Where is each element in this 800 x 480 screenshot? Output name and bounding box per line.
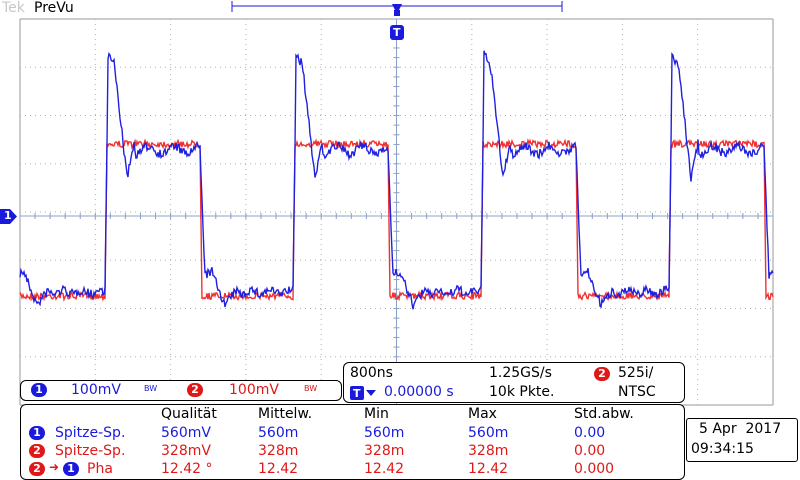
channel-1-bw-limit: BW <box>144 384 158 393</box>
row-3-target-badge: 1 <box>63 462 79 476</box>
channel-1-waveform <box>19 50 774 310</box>
trigger-delay-icon: T <box>350 385 376 400</box>
channel-1-scale[interactable]: 100mV <box>71 382 121 398</box>
row-1-mean: 560m <box>258 425 299 441</box>
row-1-stddev: 0.00 <box>574 425 606 441</box>
channel-2-badge[interactable]: 2 <box>187 383 203 397</box>
channel-scale-panel: 1 100mV BW 2 100mV BW <box>20 380 342 401</box>
row-3-mean: 12.42 <box>258 461 299 477</box>
channel-2-scale[interactable]: 100mV <box>229 382 279 398</box>
column-header-max: Max <box>468 406 497 422</box>
row-2-source-badge: 2 <box>29 444 45 458</box>
row-2-label[interactable]: Spitze-Sp. <box>55 443 126 459</box>
row-2-value: 328mV <box>161 443 211 459</box>
channel-1-badge[interactable]: 1 <box>31 383 47 397</box>
trigger-arrow-icon <box>390 4 404 40</box>
row-3-min: 12.42 <box>364 461 405 477</box>
timebase-panel: 800ns 1.25GS/s 2 525i/ T 0.00000 s 10k P… <box>343 362 685 403</box>
trigger-marker-label: T <box>393 26 401 39</box>
row-3-source-badge: 2 <box>29 462 45 476</box>
trigger-source-badge[interactable]: 2 <box>594 367 610 381</box>
acquisition-status: PreVu <box>34 0 74 16</box>
row-1-label[interactable]: Spitze-Sp. <box>55 425 126 441</box>
datetime-panel: 5 Apr 2017 09:34:15 <box>686 418 798 462</box>
graticule <box>19 18 774 406</box>
video-standard: NTSC <box>618 384 656 400</box>
row-1-source-badge: 1 <box>29 426 45 440</box>
channel-2-bw-limit: BW <box>304 384 318 393</box>
row-1-min: 560m <box>364 425 405 441</box>
record-length: 10k Pkte. <box>489 384 555 400</box>
row-3-max: 12.42 <box>468 461 509 477</box>
time-per-division[interactable]: 800ns <box>350 365 393 381</box>
row-2-max: 328m <box>468 443 509 459</box>
channel-2-waveform <box>19 137 774 303</box>
brand-logo: Tek <box>2 0 25 16</box>
column-header-min: Min <box>364 406 389 422</box>
row-3-value: 12.42 ° <box>161 461 213 477</box>
ref-arrow-icon <box>0 209 17 224</box>
trigger-position-marker[interactable]: T <box>389 2 405 40</box>
row-2-min: 328m <box>364 443 405 459</box>
row-1-max: 560m <box>468 425 509 441</box>
trigger-delay[interactable]: 0.00000 s <box>384 384 454 400</box>
measurement-table: Qualität Mittelw. Min Max Std.abw. 1 Spi… <box>20 404 685 480</box>
channel-1-reference-marker[interactable]: 1 <box>0 209 18 224</box>
column-header-value: Qualität <box>161 406 217 422</box>
row-1-value: 560mV <box>161 425 211 441</box>
column-header-stddev: Std.abw. <box>574 406 634 422</box>
row-3-stddev: 0.000 <box>574 461 615 477</box>
svg-text:T: T <box>353 387 361 400</box>
row-2-stddev: 0.00 <box>574 443 606 459</box>
sample-rate: 1.25GS/s <box>489 365 552 381</box>
row-2-mean: 328m <box>258 443 299 459</box>
date-display: 5 Apr 2017 <box>699 421 782 437</box>
time-display: 09:34:15 <box>691 441 754 457</box>
column-header-mean: Mittelw. <box>258 406 313 422</box>
row-3-label[interactable]: Pha <box>87 461 113 477</box>
arrow-right-icon: ➜ <box>49 460 60 474</box>
reference-marker-label: 1 <box>4 209 12 222</box>
trigger-mode[interactable]: 525i/ <box>618 365 654 381</box>
